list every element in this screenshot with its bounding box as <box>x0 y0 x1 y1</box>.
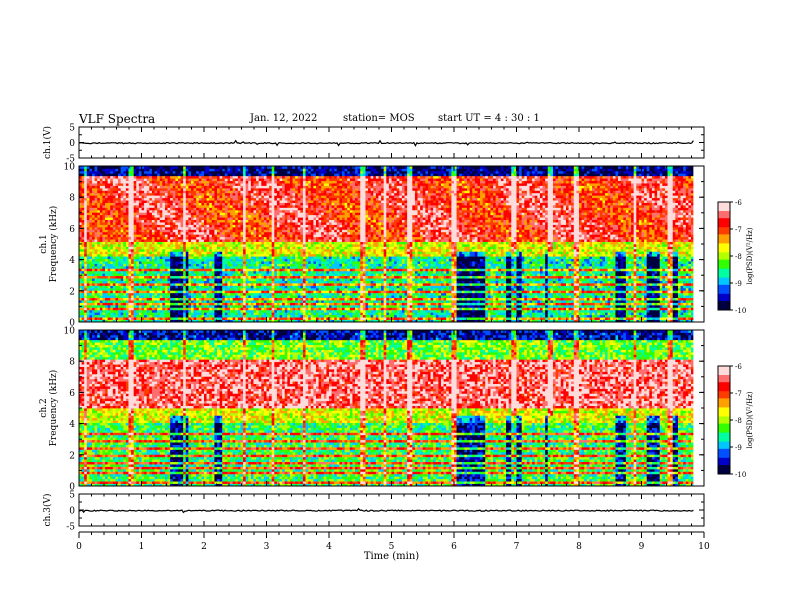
panel-3-ytick-label-2: -5 <box>66 523 75 533</box>
panel-0-ytick-label-0: 5 <box>69 124 75 134</box>
xtick-label-0: 0 <box>76 542 82 552</box>
colorbar-1-tick-label-1: -7 <box>735 226 742 234</box>
xaxis-label: Time (min) <box>364 551 419 562</box>
xtick-label-8: 8 <box>576 542 582 552</box>
panel-1-ytick-label-5: 10 <box>64 163 76 173</box>
colorbar-2-tick-label-1: -7 <box>735 390 742 398</box>
panel-2-ytick-label-1: 2 <box>69 451 75 461</box>
panel-0-ylabel-0: ch.1(V) <box>42 126 53 159</box>
xtick-label-7: 7 <box>514 542 520 552</box>
panel-2-ylabel-0: ch.2 <box>39 398 49 417</box>
panel-1-ytick-label-3: 6 <box>69 225 75 235</box>
xtick-label-2: 2 <box>201 542 207 552</box>
panel-1-ytick-label-4: 8 <box>69 194 75 204</box>
xtick-label-10: 10 <box>698 542 710 552</box>
panel-3-ytick-label-0: 5 <box>69 491 75 501</box>
colorbar-2-tick-label-3: -9 <box>735 444 742 452</box>
panel-1-ylabel-1: Frequency (kHz) <box>48 206 59 283</box>
panel-0-ytick-label-1: 0 <box>69 139 75 149</box>
vlf-figure: 50-5ch.1(V)0246810ch.1 Frequency (kHz)-6-… <box>0 0 792 612</box>
panel-2-ylabel-1: Frequency (kHz) <box>48 370 59 447</box>
panel-1-ylabel-0: ch.1 <box>39 234 49 253</box>
colorbar-1-tick-label-4: -10 <box>735 307 746 315</box>
panel-2-ytick-label-5: 10 <box>64 327 76 337</box>
xtick-label-3: 3 <box>264 542 270 552</box>
xtick-label-1: 1 <box>139 542 145 552</box>
panel-3-ytick-label-1: 0 <box>69 507 75 517</box>
colorbar-1-tick-label-0: -6 <box>735 199 742 207</box>
colorbar-2-tick-label-0: -6 <box>735 363 742 371</box>
colorbar-2-tick-label-2: -8 <box>735 417 742 425</box>
colorbar-1-tick-label-2: -8 <box>735 253 742 261</box>
panel-3-ylabel-0: ch.3(V) <box>42 494 53 527</box>
colorbar-2-tick-label-4: -10 <box>735 471 746 479</box>
colorbar-2 <box>718 366 730 474</box>
xtick-label-9: 9 <box>639 542 645 552</box>
colorbar-1-tick-label-3: -9 <box>735 280 742 288</box>
waveform-3-trace <box>79 509 693 513</box>
panel-2-ytick-label-4: 8 <box>69 358 75 368</box>
panel-1-ytick-label-1: 2 <box>69 287 75 297</box>
panel-2-ytick-label-2: 4 <box>69 420 75 430</box>
colorbar-1 <box>718 202 730 310</box>
spectrogram-2-cells <box>79 330 694 486</box>
xtick-label-4: 4 <box>326 542 332 552</box>
spectrogram-1-cells <box>79 166 694 322</box>
panel-2-ytick-label-3: 6 <box>69 389 75 399</box>
colorbar-1-label: log(PSD)(V²/Hz) <box>746 227 754 284</box>
colorbar-2-label: log(PSD)(V²/Hz) <box>746 391 754 448</box>
waveform-0-trace <box>79 141 693 146</box>
xtick-label-6: 6 <box>451 542 457 552</box>
panel-1-ytick-label-2: 4 <box>69 256 75 266</box>
